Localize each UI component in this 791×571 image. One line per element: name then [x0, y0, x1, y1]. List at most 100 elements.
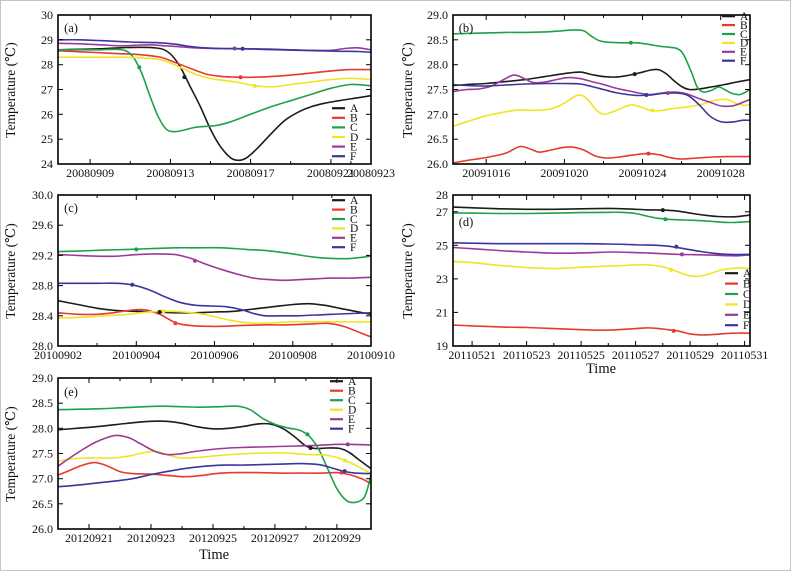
y-tick-label: 30	[41, 8, 53, 22]
series-C-line	[58, 405, 371, 504]
x-tick-label: 20120929	[313, 531, 361, 545]
axis-ticks	[58, 14, 372, 165]
y-tick-label: 26.5	[32, 497, 53, 511]
series-C-marker	[134, 247, 139, 252]
legend-label-A: A	[348, 376, 357, 388]
legend-label-C: C	[740, 29, 748, 41]
series-F-marker	[674, 244, 679, 249]
y-tick-label: 28.8	[32, 279, 53, 293]
x-tick-label: 20110521	[448, 348, 496, 362]
legend-label-E: E	[743, 310, 750, 322]
y-tick-label: 27	[436, 205, 448, 219]
legend-label-B: B	[740, 20, 748, 32]
series-D-line	[58, 310, 371, 325]
legend-label-C: C	[350, 122, 358, 134]
x-tick-label: 20080917	[227, 166, 275, 180]
series-F-line	[453, 82, 750, 124]
x-tick-label: 20091028	[697, 166, 745, 180]
axis-ticks	[58, 377, 371, 530]
series-B-marker	[671, 328, 676, 333]
y-tick-label: 28.4	[32, 309, 53, 323]
y-tick-label: 27.5	[32, 447, 53, 461]
series-F-line	[453, 242, 750, 256]
x-tick-label: 20120921	[65, 531, 113, 545]
series-D-marker	[650, 108, 655, 113]
y-tick-label: 26	[41, 107, 53, 121]
legend-label-B: B	[348, 386, 356, 398]
series-lines	[58, 405, 371, 504]
y-tick-label: 28.0	[427, 58, 448, 72]
axis-ticks	[453, 194, 750, 347]
y-tick-label: 26.0	[32, 522, 53, 536]
legend-label-A: A	[743, 268, 752, 280]
series-C-marker	[628, 40, 633, 45]
y-tick-label: 29.2	[32, 248, 53, 262]
x-tick-label: 20120927	[251, 531, 299, 545]
series-A-line	[453, 206, 750, 218]
legend-label-F: F	[350, 242, 356, 254]
y-tick-label: 29.0	[32, 371, 53, 385]
panel-letter: (b)	[459, 21, 474, 35]
series-C-marker	[305, 432, 310, 437]
y-tick-label: 27.0	[32, 472, 53, 486]
y-tick-label: 23	[436, 272, 448, 286]
series-E-line	[58, 434, 371, 467]
series-D-marker	[669, 267, 673, 272]
series-D-marker	[342, 458, 347, 463]
series-E-marker	[192, 258, 197, 263]
y-tick-label: 27.5	[427, 83, 448, 97]
series-B-marker	[238, 75, 243, 80]
series-D-line	[58, 450, 371, 475]
panel-letter: (e)	[64, 385, 78, 399]
series-A-marker	[632, 72, 637, 77]
legend-label-D: D	[350, 132, 358, 144]
y-axis-label: Temperature (℃)	[400, 223, 415, 318]
series-lines	[453, 29, 750, 164]
panel-a-chart: 20080909 20080913 20080917 20080921 20080923…	[1, 1, 398, 187]
series-B-line	[58, 461, 371, 485]
series-lines	[453, 206, 750, 336]
x-tick-label: 20091016	[462, 166, 510, 180]
x-tick-label: 20110523	[503, 348, 551, 362]
series-B-line	[453, 324, 750, 336]
x-tick-label: 20110527	[612, 348, 660, 362]
series-C-line	[453, 29, 750, 96]
series-E-marker	[345, 442, 350, 447]
series-B-marker	[646, 151, 651, 156]
y-tick-label: 28.5	[427, 33, 448, 47]
panel-letter: (a)	[64, 21, 78, 35]
legend-label-D: D	[740, 38, 748, 50]
legend-label-F: F	[743, 320, 749, 332]
y-tick-label: 25	[41, 132, 53, 146]
series-D-line	[453, 94, 750, 128]
x-tick-label: 20100910	[347, 348, 395, 362]
series-B-line	[453, 145, 750, 164]
series-D-line	[453, 260, 750, 278]
legend-label-C: C	[348, 395, 356, 407]
y-tick-label: 29.6	[32, 218, 53, 232]
series-B-line	[58, 50, 371, 79]
legend-label-B: B	[350, 113, 358, 125]
x-tick-label: 20110525	[557, 348, 605, 362]
y-tick-label: 25	[436, 238, 448, 252]
series-D-line	[58, 56, 371, 88]
chart-c-svg: 20100902 20100904 20100906 20100908 20100910…	[3, 188, 395, 362]
legend-label-B: B	[350, 204, 358, 216]
series-B-marker	[339, 470, 344, 475]
legend-label-E: E	[348, 414, 355, 426]
y-tick-label: 28.5	[32, 396, 53, 410]
series-A-line	[58, 46, 371, 162]
y-tick-label: 28.0	[32, 339, 53, 353]
series-C-line	[58, 246, 371, 260]
series-C-line	[58, 48, 371, 133]
series-D-marker	[161, 309, 166, 314]
legend-label-D: D	[743, 299, 751, 311]
axes-box	[57, 377, 372, 530]
series-C-marker	[663, 217, 668, 222]
series-F-marker	[644, 93, 649, 97]
y-tick-label: 21	[436, 305, 448, 319]
